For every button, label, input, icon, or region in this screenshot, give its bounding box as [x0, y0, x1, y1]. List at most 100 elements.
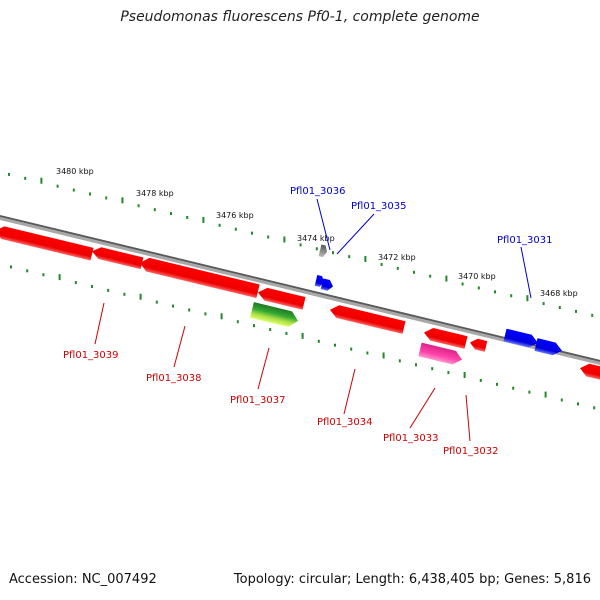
lower-ruler-tick [415, 363, 417, 367]
ruler-label: 3472 kbp [378, 253, 416, 262]
upper-ruler-tick [121, 197, 124, 204]
leader-line [336, 213, 375, 255]
ruler-label: 3468 kbp [540, 289, 578, 298]
lower-ruler-tick [512, 386, 515, 390]
gene-arrow-pfl01-3034 [330, 305, 406, 334]
lower-ruler-tick [269, 328, 272, 332]
upper-ruler-tick [526, 295, 529, 302]
upper-ruler-tick [461, 282, 464, 286]
lower-ruler-tick [301, 332, 304, 339]
gene-arrow-pfl01-3036 [314, 274, 325, 287]
leader-line [173, 325, 186, 368]
ruler-label: 3474 kbp [297, 234, 335, 243]
lower-ruler-tick [42, 273, 45, 277]
gene-label: Pfl01_3031 [497, 235, 553, 246]
upper-ruler-tick [315, 247, 318, 251]
leader-line [343, 368, 356, 415]
lower-ruler-tick [10, 265, 12, 269]
gene-label: Pfl01_3034 [317, 417, 373, 428]
gene-arrow-pfl01-3032 [470, 338, 488, 352]
lower-ruler-tick [107, 288, 110, 292]
gene-arrow-pfl01-3038a [92, 247, 144, 270]
ruler-label: 3480 kbp [56, 167, 94, 176]
lower-ruler-tick [496, 382, 498, 386]
gene-arrow-pfl01-3035 [320, 278, 334, 291]
upper-ruler-tick [348, 255, 351, 259]
upper-ruler-tick [283, 236, 286, 243]
upper-ruler-tick [558, 306, 561, 310]
gene-label: Pfl01_3032 [443, 446, 499, 457]
lower-ruler-tick [172, 304, 174, 308]
gene-arrow-pfl01-3033r [424, 327, 468, 349]
upper-ruler-tick [8, 172, 10, 176]
gene-label: Pfl01_3033 [383, 433, 439, 444]
lower-ruler-tick [334, 343, 336, 347]
upper-ruler-tick [396, 266, 399, 270]
leader-line [94, 302, 105, 345]
upper-ruler-tick [591, 313, 594, 317]
upper-ruler-tick [72, 188, 75, 192]
leader-line [316, 198, 331, 251]
lower-ruler-tick [220, 313, 223, 320]
ruler-label: 3470 kbp [458, 272, 496, 281]
upper-ruler-tick [251, 231, 253, 235]
ruler-label: 3478 kbp [136, 189, 174, 198]
upper-ruler-tick [40, 177, 43, 184]
gene-arrow-edge [580, 363, 600, 382]
lower-ruler-tick [577, 402, 579, 406]
lower-ruler-tick [528, 390, 531, 394]
lower-ruler-tick [91, 284, 93, 288]
leader-line [465, 394, 471, 442]
upper-ruler-tick [494, 290, 496, 294]
gene-arrow-pfl01-3038 [140, 257, 260, 299]
lower-ruler-tick [382, 352, 385, 359]
leader-line [257, 347, 270, 390]
upper-ruler-tick [234, 227, 237, 231]
lower-ruler-tick [139, 293, 142, 300]
gene-label: Pfl01_3035 [351, 201, 407, 212]
lower-ruler-tick [236, 320, 239, 324]
upper-ruler-tick [218, 223, 221, 227]
lower-ruler-tick [593, 406, 596, 410]
genome-summary: Topology: circular; Length: 6,438,405 bp… [233, 572, 591, 587]
lower-ruler-tick [253, 324, 255, 328]
upper-ruler-tick [56, 184, 59, 188]
upper-ruler-tick [445, 275, 448, 282]
upper-ruler-tick [380, 262, 383, 266]
upper-ruler-tick [186, 215, 189, 219]
lower-ruler [10, 265, 596, 410]
upper-ruler-tick [332, 251, 334, 255]
lower-ruler-tick [560, 398, 563, 402]
lower-ruler-tick [26, 269, 29, 273]
gene-label: Pfl01_3038 [146, 373, 202, 384]
lower-ruler-tick [463, 372, 466, 379]
upper-ruler-tick [105, 196, 108, 200]
upper-ruler: 3480 kbp 3478 kbp 3476 kbp 3474 kbp 3472 kbp… [8, 167, 594, 317]
map-title: Pseudomonas fluorescens Pf0-1, complete … [120, 9, 480, 25]
lower-ruler-tick [317, 339, 320, 343]
upper-ruler-tick [575, 309, 577, 313]
lower-ruler-tick [285, 331, 288, 335]
lower-ruler-tick [447, 371, 450, 375]
lower-ruler-tick [58, 274, 61, 281]
lower-ruler-tick [544, 391, 547, 398]
gene-arrow-pfl01-3037r [258, 287, 306, 310]
upper-ruler-tick [170, 212, 172, 216]
upper-ruler-tick [24, 176, 27, 180]
gene-features [0, 226, 600, 382]
upper-ruler-tick [364, 256, 367, 263]
upper-ruler-tick [429, 274, 432, 278]
gene-label: Pfl01_3039 [63, 350, 119, 361]
gene-arrow-pfl01-3031b [534, 338, 563, 356]
lower-ruler-tick [479, 378, 482, 382]
upper-ruler-tick [89, 192, 91, 196]
ruler-label: 3476 kbp [216, 211, 254, 220]
feature-pfl01-3037 [250, 302, 298, 327]
gene-arrow-pfl01-3039 [0, 226, 94, 261]
lower-ruler-tick [398, 359, 401, 363]
feature-gray [318, 244, 328, 258]
upper-ruler-tick [542, 302, 545, 306]
label-leader-lines [94, 198, 532, 442]
lower-ruler-tick [188, 308, 191, 312]
